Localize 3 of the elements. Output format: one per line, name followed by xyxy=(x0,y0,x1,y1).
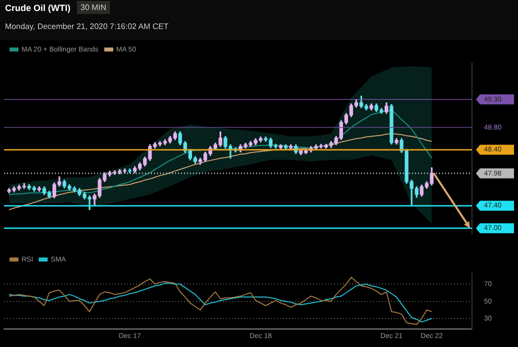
chart-subtitle: Monday, December 21, 2020 7:16:02 AM CET xyxy=(5,22,168,31)
chart-title: Crude Oil (WTI) xyxy=(5,3,70,13)
text: 30 MIN xyxy=(76,1,110,14)
